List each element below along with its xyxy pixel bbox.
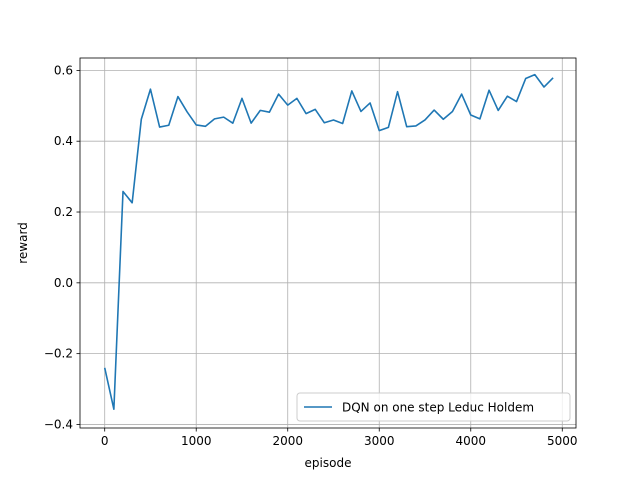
x-tick-label: 5000 — [547, 434, 578, 448]
x-tick-label: 4000 — [455, 434, 486, 448]
y-tick-label: −0.2 — [44, 347, 73, 361]
y-axis-label: reward — [16, 222, 30, 264]
x-tick-label: 1000 — [181, 434, 212, 448]
x-tick-label: 2000 — [272, 434, 303, 448]
grid — [80, 58, 576, 428]
series-line-0 — [103, 73, 554, 411]
y-tick-label: 0.2 — [54, 205, 73, 219]
plot-frame — [79, 57, 577, 429]
y-tick-label: −0.4 — [44, 417, 73, 431]
legend: DQN on one step Leduc Holdem — [296, 392, 571, 422]
legend-box — [296, 392, 571, 422]
legend-label: DQN on one step Leduc Holdem — [342, 401, 534, 415]
series-lines — [103, 73, 554, 411]
y-tick-label: 0.0 — [54, 276, 73, 290]
axis-ticks: 0 1000 2000 3000 4000 5000 −0.4 −0.2 0.0 0.2 0.4 0.… — [44, 63, 578, 448]
y-tick-label: 0.4 — [54, 134, 73, 148]
x-tick-label: 0 — [101, 434, 109, 448]
x-axis-label: episode — [305, 456, 352, 470]
x-tick-label: 3000 — [364, 434, 395, 448]
y-tick-label: 0.6 — [54, 63, 73, 77]
